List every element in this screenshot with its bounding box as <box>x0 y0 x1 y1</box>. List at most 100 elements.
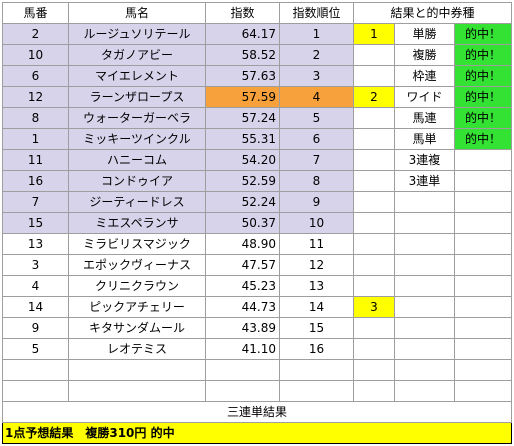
table-row: 8 ウォーターガーベラ 57.24 5 馬連 的中！ <box>2 107 513 129</box>
hit-cell <box>453 170 513 192</box>
index-rank-cell: 3 <box>279 65 354 87</box>
table-row: 12 ラーンザロープス 57.59 4 2 ワイド 的中！ <box>2 86 513 108</box>
pick-mark-cell <box>353 275 395 297</box>
pick-mark-cell: 1 <box>353 23 395 45</box>
index-cell: 64.17 <box>205 23 280 45</box>
horse-number-cell: 2 <box>2 23 69 45</box>
index-rank-cell: 9 <box>279 191 354 213</box>
header-result-ticket: 結果と的中券種 <box>352 2 513 24</box>
index-cell: 58.52 <box>205 44 280 66</box>
index-cell: 50.37 <box>205 212 280 234</box>
table-row: 10 タガノアビー 58.52 2 複勝 的中！ <box>2 44 513 66</box>
pick-mark-cell <box>353 65 395 87</box>
table-row: 6 マイエレメント 57.63 3 枠連 的中！ <box>2 65 513 87</box>
table-row: 7 ジーティードレス 52.24 9 <box>2 191 513 213</box>
index-cell: 47.57 <box>205 254 280 276</box>
pick-mark-cell <box>353 317 395 339</box>
horse-number-cell: 14 <box>2 296 69 318</box>
index-rank-cell: 1 <box>279 23 354 45</box>
table-row: 1 ミッキーツインクル 55.31 6 馬単 的中！ <box>2 128 513 150</box>
table-row: 15 ミエスペランサ 50.37 10 <box>2 212 513 234</box>
horse-name-cell: ラーンザロープス <box>68 86 206 108</box>
empty-cell <box>68 359 206 381</box>
empty-cell <box>353 380 395 402</box>
index-rank-cell: 13 <box>279 275 354 297</box>
header-index-rank: 指数順位 <box>279 2 354 24</box>
pick-mark-cell <box>353 170 395 192</box>
index-rank-cell: 2 <box>279 44 354 66</box>
hit-cell: 的中！ <box>453 128 513 150</box>
horse-number-cell: 9 <box>2 317 69 339</box>
index-rank-cell: 10 <box>279 212 354 234</box>
index-rank-cell: 16 <box>279 338 354 360</box>
pick-mark-cell: 2 <box>353 86 395 108</box>
index-rank-cell: 12 <box>279 254 354 276</box>
horse-name-cell: エポックヴィーナス <box>68 254 206 276</box>
index-cell: 54.20 <box>205 149 280 171</box>
table-row: 14 ピックアチェリー 44.73 14 3 <box>2 296 513 318</box>
pick-mark-cell <box>353 212 395 234</box>
empty-cell <box>68 380 206 402</box>
ticket-type-cell <box>394 275 455 297</box>
horse-name-cell: ハニーコム <box>68 149 206 171</box>
horse-name-cell: クリニクラウン <box>68 275 206 297</box>
hit-cell: 的中！ <box>453 107 513 129</box>
horse-number-cell: 5 <box>2 338 69 360</box>
index-rank-cell: 11 <box>279 233 354 255</box>
index-cell: 55.31 <box>205 128 280 150</box>
index-cell: 57.59 <box>205 86 280 108</box>
hit-cell <box>453 149 513 171</box>
horse-number-cell: 15 <box>2 212 69 234</box>
ticket-type-cell: 3連複 <box>394 149 455 171</box>
table-row: 16 コンドゥイア 52.59 8 3連単 <box>2 170 513 192</box>
ticket-type-cell: ワイド <box>394 86 455 108</box>
horse-name-cell: マイエレメント <box>68 65 206 87</box>
horse-number-cell: 13 <box>2 233 69 255</box>
ticket-type-cell <box>394 338 455 360</box>
empty-cell <box>279 359 354 381</box>
horse-name-cell: ミッキーツインクル <box>68 128 206 150</box>
empty-row <box>2 380 513 402</box>
empty-cell <box>2 359 69 381</box>
ticket-type-cell: 単勝 <box>394 23 455 45</box>
horse-name-cell: コンドゥイア <box>68 170 206 192</box>
index-cell: 57.24 <box>205 107 280 129</box>
horse-number-cell: 4 <box>2 275 69 297</box>
index-cell: 48.90 <box>205 233 280 255</box>
horse-number-cell: 8 <box>2 107 69 129</box>
hit-cell <box>453 317 513 339</box>
hit-cell: 的中！ <box>453 86 513 108</box>
ticket-type-cell <box>394 317 455 339</box>
index-cell: 44.73 <box>205 296 280 318</box>
table-row: 5 レオテミス 41.10 16 <box>2 338 513 360</box>
index-rank-cell: 5 <box>279 107 354 129</box>
hit-cell: 的中！ <box>453 65 513 87</box>
hit-cell <box>453 254 513 276</box>
trifecta-result-row: 三連単結果 <box>1 401 513 423</box>
prediction-summary: 1点予想結果 複勝310円 的中 <box>1 422 513 444</box>
empty-cell <box>279 380 354 402</box>
ticket-type-cell <box>394 233 455 255</box>
hit-cell <box>453 296 513 318</box>
horse-name-cell: ウォーターガーベラ <box>68 107 206 129</box>
horse-name-cell: ジーティードレス <box>68 191 206 213</box>
horse-name-cell: ピックアチェリー <box>68 296 206 318</box>
index-cell: 41.10 <box>205 338 280 360</box>
table-row: 4 クリニクラウン 45.23 13 <box>2 275 513 297</box>
horse-name-cell: タガノアビー <box>68 44 206 66</box>
empty-cell <box>205 380 280 402</box>
empty-cell <box>205 359 280 381</box>
empty-cell <box>453 380 513 402</box>
horse-name-cell: キタサンダムール <box>68 317 206 339</box>
horse-number-cell: 16 <box>2 170 69 192</box>
pick-mark-cell <box>353 233 395 255</box>
pick-mark-cell <box>353 44 395 66</box>
empty-row <box>2 359 513 381</box>
horse-number-cell: 1 <box>2 128 69 150</box>
horse-name-cell: ルージュソリテール <box>68 23 206 45</box>
horse-number-cell: 3 <box>2 254 69 276</box>
pick-mark-cell <box>353 128 395 150</box>
hit-cell <box>453 338 513 360</box>
